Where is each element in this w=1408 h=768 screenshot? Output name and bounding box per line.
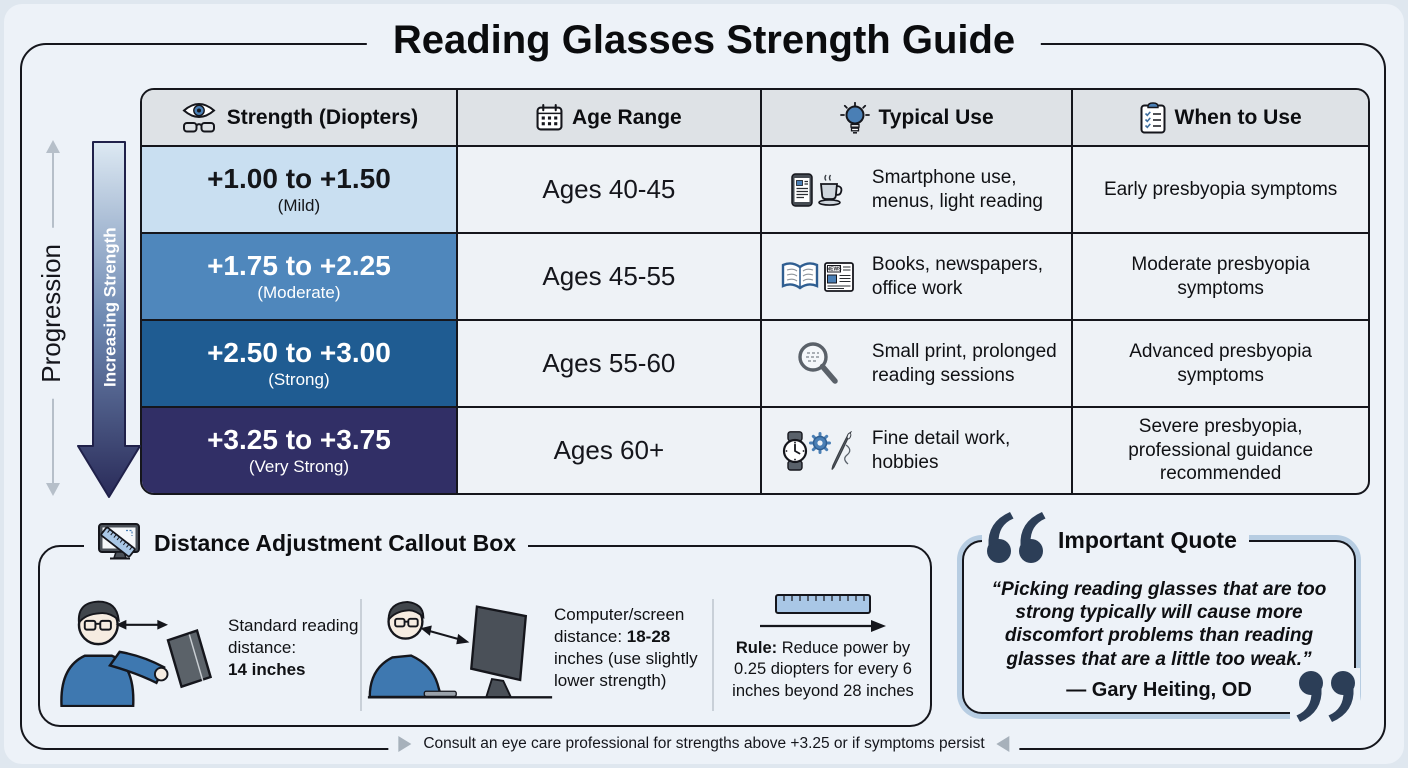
strength-level: (Moderate): [257, 282, 341, 302]
table-row: +1.00 to +1.50 (Mild) Ages 40-45: [142, 145, 1368, 232]
computer-distance-value: 18-28: [626, 626, 671, 646]
footer-arrow-left-icon: [996, 736, 1010, 752]
close-quote-mark: [1290, 668, 1360, 726]
important-quote-box: “Picking reading glasses that are too st…: [962, 540, 1356, 714]
needle-icon: [831, 430, 852, 470]
computer-distance-segment: Computer/screen distance: 18-28 inches (…: [362, 569, 712, 727]
table-row: +2.50 to +3.00 (Strong) Ages 55-60 Small…: [142, 319, 1368, 406]
table-row: +1.75 to +2.25 (Moderate) Ages 45-55 NEW…: [142, 232, 1368, 319]
strength-level: (Mild): [277, 195, 321, 215]
segment-divider: [360, 599, 362, 711]
eye-glasses-icon: [182, 103, 216, 133]
book-icon: [782, 261, 819, 289]
header-when-to-use: When to Use: [1071, 90, 1368, 145]
ruler-icon: [775, 594, 871, 615]
monitor-ruler-icon: [98, 523, 140, 560]
strength-level: (Strong): [268, 369, 330, 389]
newspaper-icon: NEWS: [824, 261, 855, 292]
typical-use-text: Small print, prolonged reading sessions: [871, 340, 1057, 386]
callout-title: Distance Adjustment Callout Box: [84, 522, 529, 564]
typical-use-cell: Small print, prolonged reading sessions: [759, 321, 1071, 406]
header-typical-use: Typical Use: [759, 90, 1071, 145]
age-cell: Ages 40-45: [455, 147, 760, 232]
rule-segment: Rule: Reduce power by 0.25 diopters for …: [714, 569, 932, 727]
open-quote-mark: [982, 508, 1052, 566]
progression-up-arrow-icon: [46, 140, 60, 153]
strength-cell: +1.00 to +1.50 (Mild): [142, 147, 456, 232]
newspaper-label: NEWS: [827, 266, 843, 272]
lightbulb-icon: [839, 101, 870, 134]
strength-cell: +2.50 to +3.00 (Strong): [142, 321, 456, 406]
typical-use-text: Smartphone use, menus, light reading: [871, 166, 1043, 212]
quote-body: “Picking reading glasses that are too st…: [964, 542, 1354, 702]
callout-title-label: Distance Adjustment Callout Box: [154, 529, 517, 556]
header-when-to-use-label: When to Use: [1174, 105, 1302, 129]
coffee-icon: [818, 174, 843, 206]
typical-use-text: Fine detail work, hobbies: [871, 427, 1011, 473]
right-arrow-icon: [760, 620, 886, 633]
smartphone-icon: [791, 172, 814, 207]
person-reading-illustration: [60, 600, 213, 707]
increasing-strength-arrow: Increasing Strength: [77, 141, 141, 498]
callout-body: Standard reading distance: 14 inches: [38, 545, 932, 727]
table-row: +3.25 to +3.75 (Very Strong) Ages 60+: [142, 406, 1368, 493]
when-to-use-cell: Moderate presbyopia symptoms: [1071, 234, 1368, 319]
header-age: Age Range: [455, 90, 760, 145]
strength-value: +1.75 to +2.25: [207, 250, 391, 282]
footer-note: Consult an eye care professional for str…: [423, 735, 985, 752]
calendar-icon: [536, 104, 563, 131]
segment-divider: [712, 599, 714, 711]
progression-down-arrow-icon: [46, 483, 60, 496]
strength-table: Strength (Diopters) Age Range: [140, 88, 1370, 495]
age-cell: Ages 45-55: [455, 234, 760, 319]
quote-title: Important Quote: [1046, 527, 1249, 554]
footer-note-bar: Consult an eye care professional for str…: [388, 733, 1020, 755]
person-computer-illustration: [367, 600, 553, 699]
age-cell: Ages 55-60: [455, 321, 760, 406]
header-age-label: Age Range: [572, 105, 682, 129]
standard-distance-text: Standard reading distance: 14 inches: [228, 615, 360, 681]
computer-distance-text: Computer/screen distance: 18-28 inches (…: [554, 604, 698, 691]
when-to-use-cell: Advanced presbyopia symptoms: [1071, 321, 1368, 406]
footer-arrow-right-icon: [398, 736, 412, 752]
clipboard-icon: [1140, 101, 1166, 133]
when-to-use-cell: Early presbyopia symptoms: [1071, 147, 1368, 232]
typical-use-cell: Fine detail work, hobbies: [759, 408, 1071, 493]
gear-icon: [808, 431, 831, 454]
strength-value: +3.25 to +3.75: [207, 424, 391, 456]
watch-icon: [782, 430, 807, 471]
header-strength-label: Strength (Diopters): [226, 105, 419, 129]
age-cell: Ages 60+: [455, 408, 760, 493]
quote-text: “Picking reading glasses that are too st…: [991, 579, 1327, 670]
typical-use-text: Books, newspapers, office work: [871, 253, 1043, 299]
distance-arrow-icon: [420, 625, 470, 645]
progression-label: Progression: [35, 228, 68, 399]
strength-level: (Very Strong): [248, 456, 349, 476]
distance-arrow-icon: [115, 619, 168, 630]
typical-use-cell: NEWS Books, newspapers, office work: [759, 234, 1071, 319]
standard-distance-segment: Standard reading distance: 14 inches: [38, 569, 360, 727]
header-strength: Strength (Diopters): [142, 90, 456, 145]
strength-value: +1.00 to +1.50: [207, 163, 391, 195]
quote-attribution: — Gary Heiting, OD: [1066, 678, 1252, 701]
rule-text: Rule: Reduce power by 0.25 diopters for …: [732, 639, 914, 700]
strength-cell: +1.75 to +2.25 (Moderate): [142, 234, 456, 319]
standard-distance-value: 14 inches: [228, 660, 306, 680]
page-title: Reading Glasses Strength Guide: [366, 18, 1042, 63]
strength-value: +2.50 to +3.00: [207, 337, 391, 369]
increasing-strength-label: Increasing Strength: [101, 227, 120, 387]
header-typical-use-label: Typical Use: [878, 105, 994, 129]
typical-use-cell: Smartphone use, menus, light reading: [759, 147, 1071, 232]
table-header-row: Strength (Diopters) Age Range: [142, 90, 1368, 145]
magnifier-icon: [798, 341, 838, 384]
when-to-use-cell: Severe presbyopia, professional guidance…: [1071, 408, 1368, 493]
strength-cell: +3.25 to +3.75 (Very Strong): [142, 408, 456, 493]
